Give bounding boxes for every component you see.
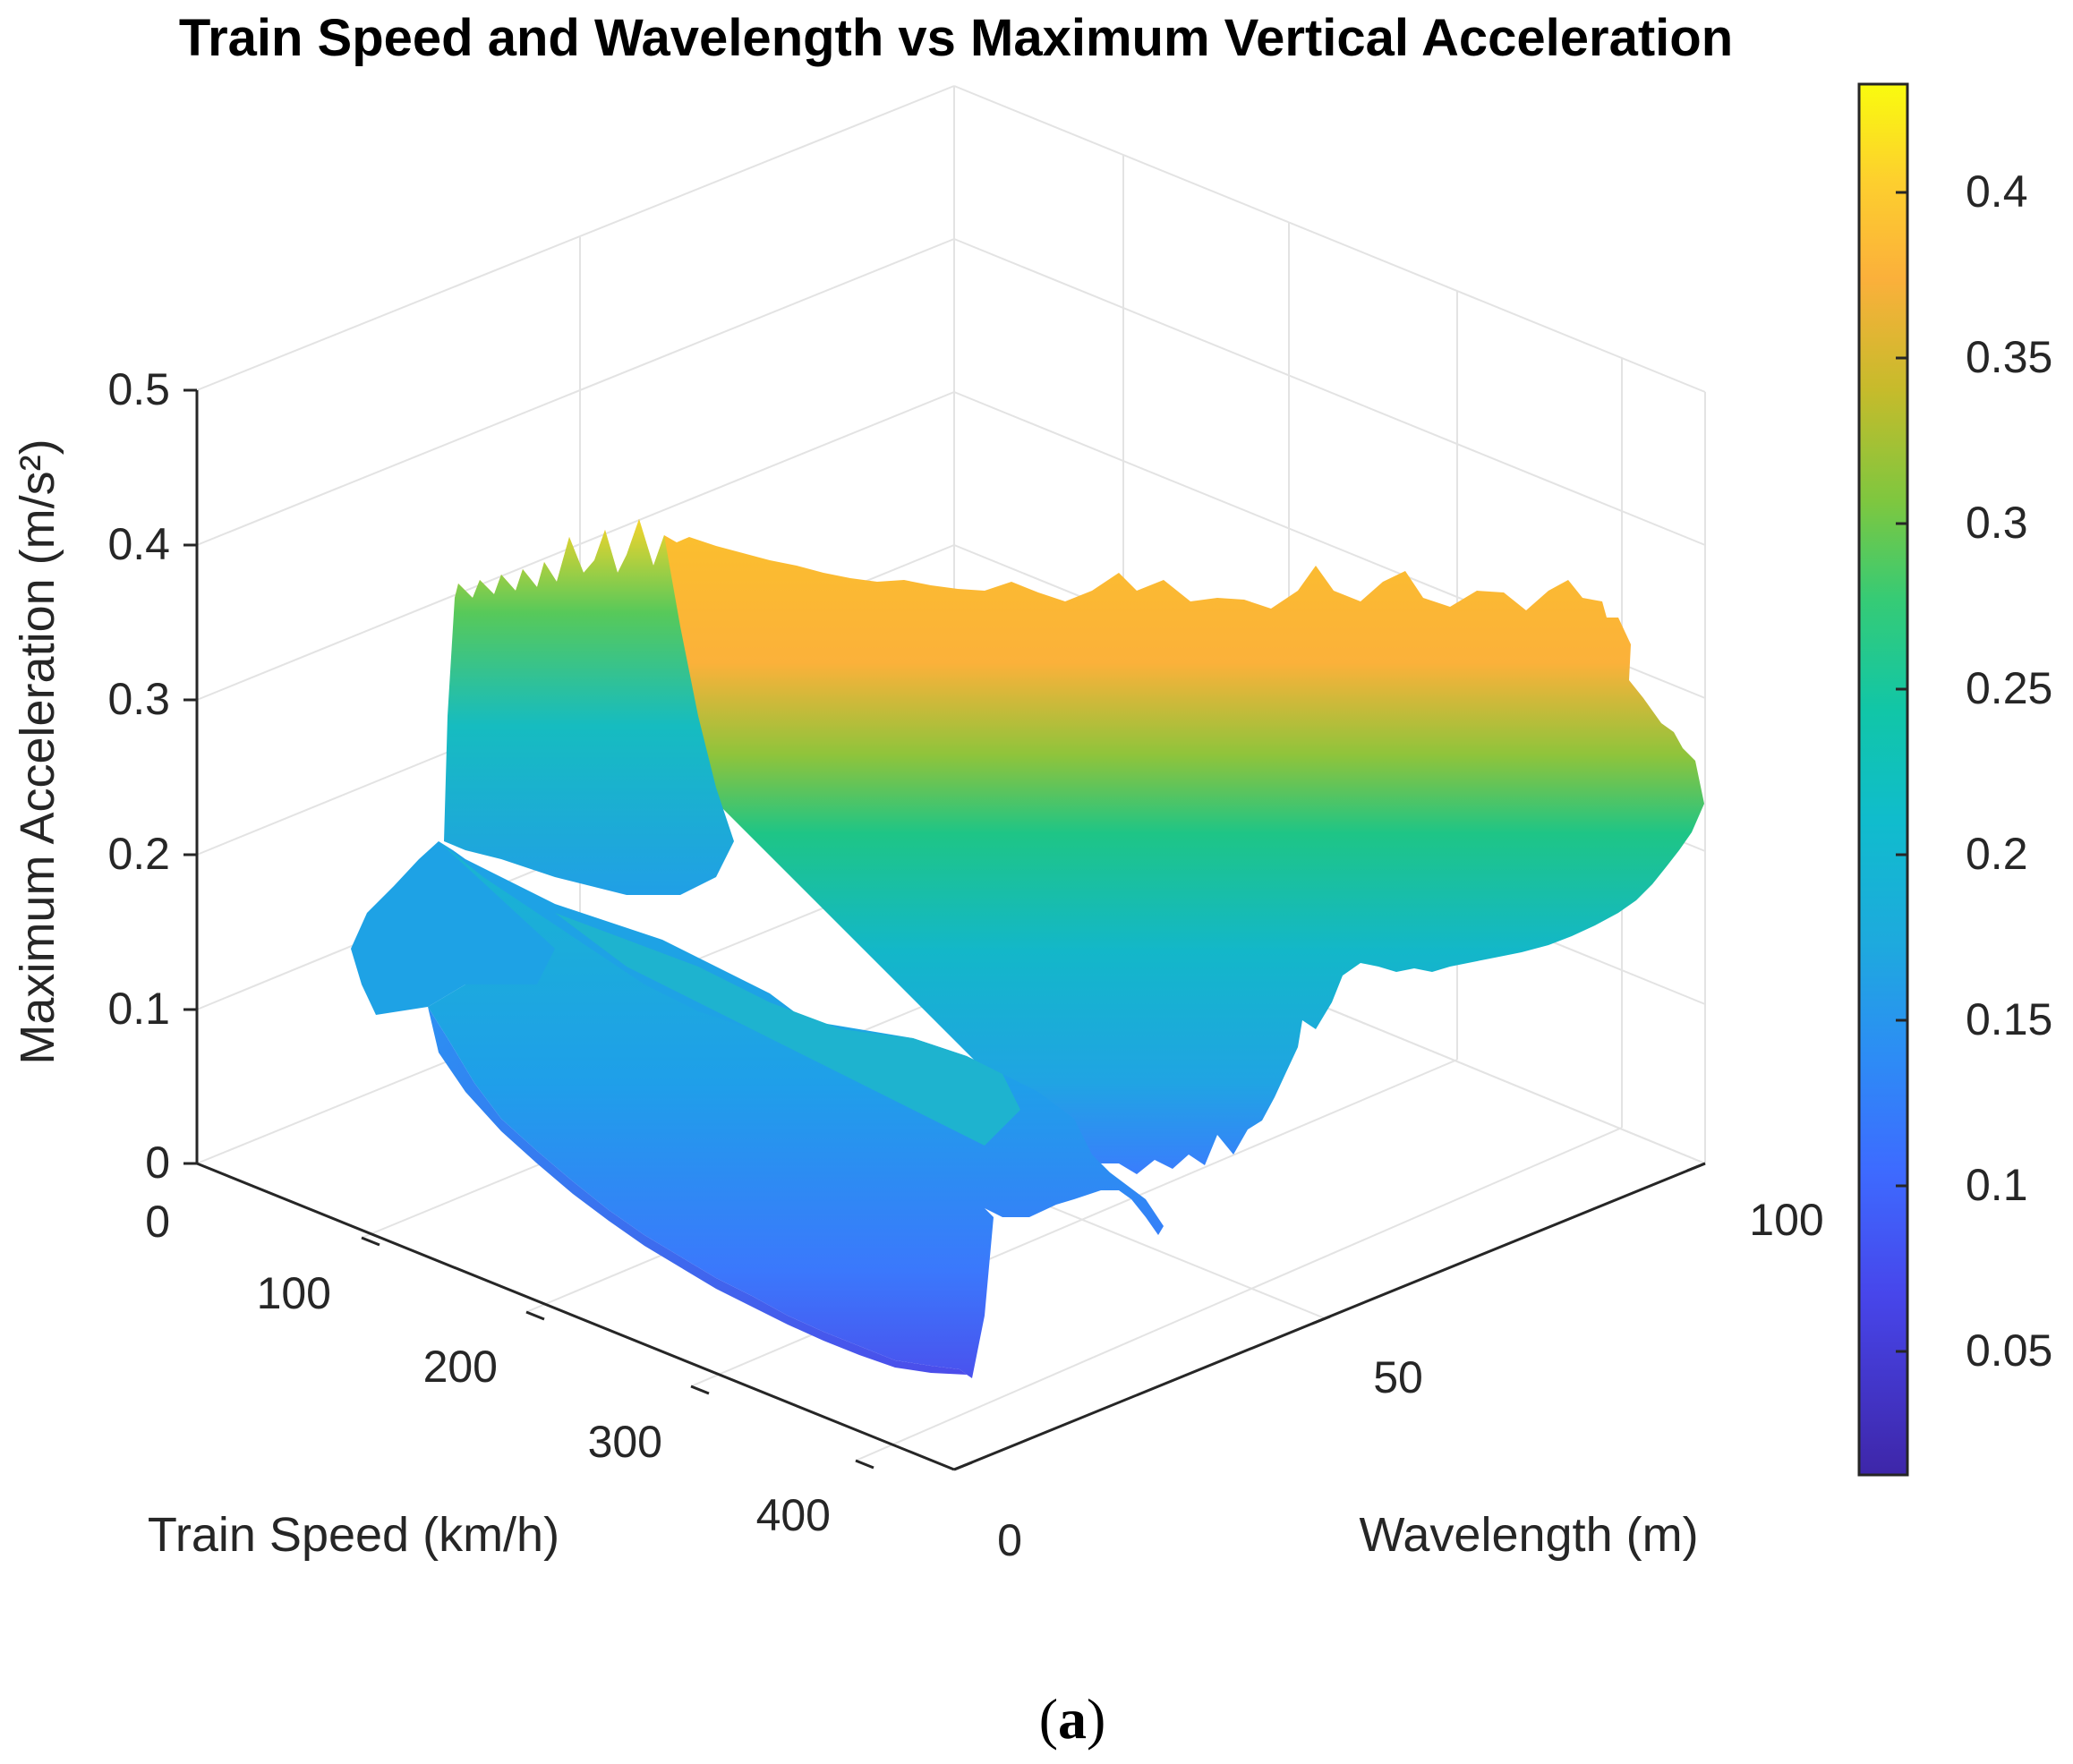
colorbar-ticks: 0.05 0.1 0.15 0.2 0.25 0.3 0.35 0.4 bbox=[1896, 166, 2052, 1376]
colorbar-tick-label: 0.4 bbox=[1966, 166, 2028, 217]
chart-title: Train Speed and Wavelength vs Maximum Ve… bbox=[179, 9, 1733, 67]
z-tick-label: 0.2 bbox=[107, 829, 170, 879]
colorbar-tick-label: 0.15 bbox=[1966, 994, 2052, 1044]
colorbar-tick-label: 0.05 bbox=[1966, 1325, 2052, 1376]
x-tick-label: 300 bbox=[588, 1417, 662, 1467]
colorbar-tick-label: 0.35 bbox=[1966, 332, 2052, 382]
surface bbox=[351, 519, 1704, 1378]
surface-back-face bbox=[455, 519, 1704, 1174]
z-tick-label: 0.1 bbox=[107, 984, 170, 1034]
surface-left-ridge bbox=[444, 519, 734, 895]
y-tick-label: 0 bbox=[997, 1515, 1022, 1565]
axes: 0 0.1 0.2 0.3 0.4 0.5 0 100 200 300 400 … bbox=[11, 364, 1824, 1565]
z-tick-label: 0.4 bbox=[107, 519, 170, 569]
x-axis-label: Train Speed (km/h) bbox=[148, 1508, 559, 1562]
y-ticks: 0 50 100 bbox=[953, 1162, 1824, 1565]
surface-front-ribbon bbox=[428, 841, 1164, 1378]
caption-close: ) bbox=[1087, 1687, 1105, 1751]
y-tick-label: 100 bbox=[1749, 1195, 1823, 1245]
colorbar-strip bbox=[1857, 82, 1909, 1477]
figure-caption: (a) bbox=[1039, 1687, 1106, 1751]
x-ticks: 0 100 200 300 400 bbox=[145, 1197, 874, 1540]
surface-front-wedge bbox=[555, 913, 1020, 1146]
z-tick-label: 0.3 bbox=[107, 674, 170, 724]
z-ticks: 0 0.1 0.2 0.3 0.4 0.5 bbox=[107, 364, 197, 1188]
colorbar-tick-label: 0.25 bbox=[1966, 663, 2052, 713]
x-tick-label: 400 bbox=[756, 1490, 831, 1540]
z-tick-label: 0.5 bbox=[107, 364, 170, 414]
x-tick-label: 0 bbox=[145, 1197, 170, 1247]
colorbar: 0.05 0.1 0.15 0.2 0.25 0.3 0.35 0.4 bbox=[1857, 82, 2052, 1477]
z-axis-label: Maximum Acceleration (m/s²) bbox=[11, 439, 64, 1064]
x-tick-label: 100 bbox=[257, 1268, 331, 1318]
colorbar-tick-label: 0.3 bbox=[1966, 498, 2028, 548]
y-axis-label: Wavelength (m) bbox=[1359, 1508, 1698, 1562]
colorbar-tick-label: 0.2 bbox=[1966, 829, 2028, 879]
colorbar-tick-label: 0.1 bbox=[1966, 1160, 2028, 1210]
y-tick-label: 50 bbox=[1373, 1352, 1423, 1402]
z-tick-label: 0 bbox=[145, 1138, 170, 1188]
caption-open: ( bbox=[1039, 1687, 1058, 1751]
caption-letter: a bbox=[1058, 1687, 1087, 1751]
x-tick-label: 200 bbox=[423, 1342, 498, 1392]
